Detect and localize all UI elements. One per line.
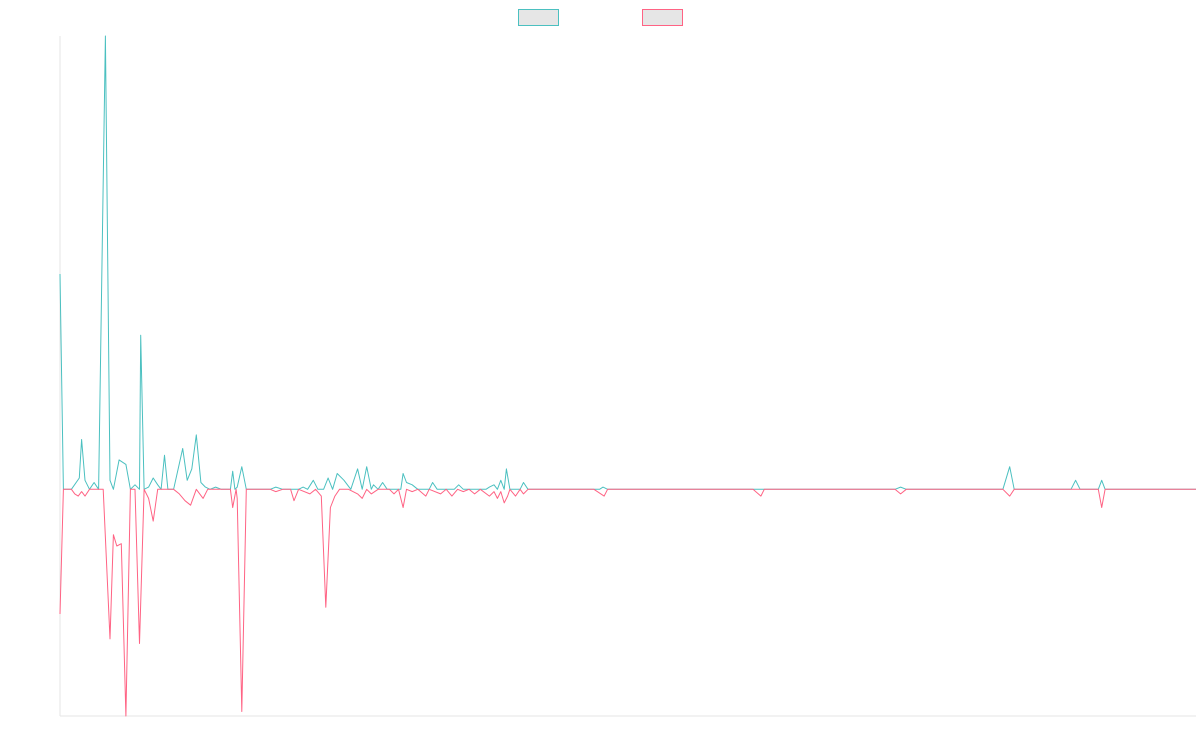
- series-line-1: [59, 35, 1196, 490]
- series-line-2: [59, 488, 1196, 717]
- legend-swatch-2[interactable]: [642, 9, 683, 26]
- legend: [518, 9, 683, 26]
- series-group: [59, 35, 1196, 717]
- axes: [59, 36, 1196, 717]
- legend-swatch-1[interactable]: [518, 9, 559, 26]
